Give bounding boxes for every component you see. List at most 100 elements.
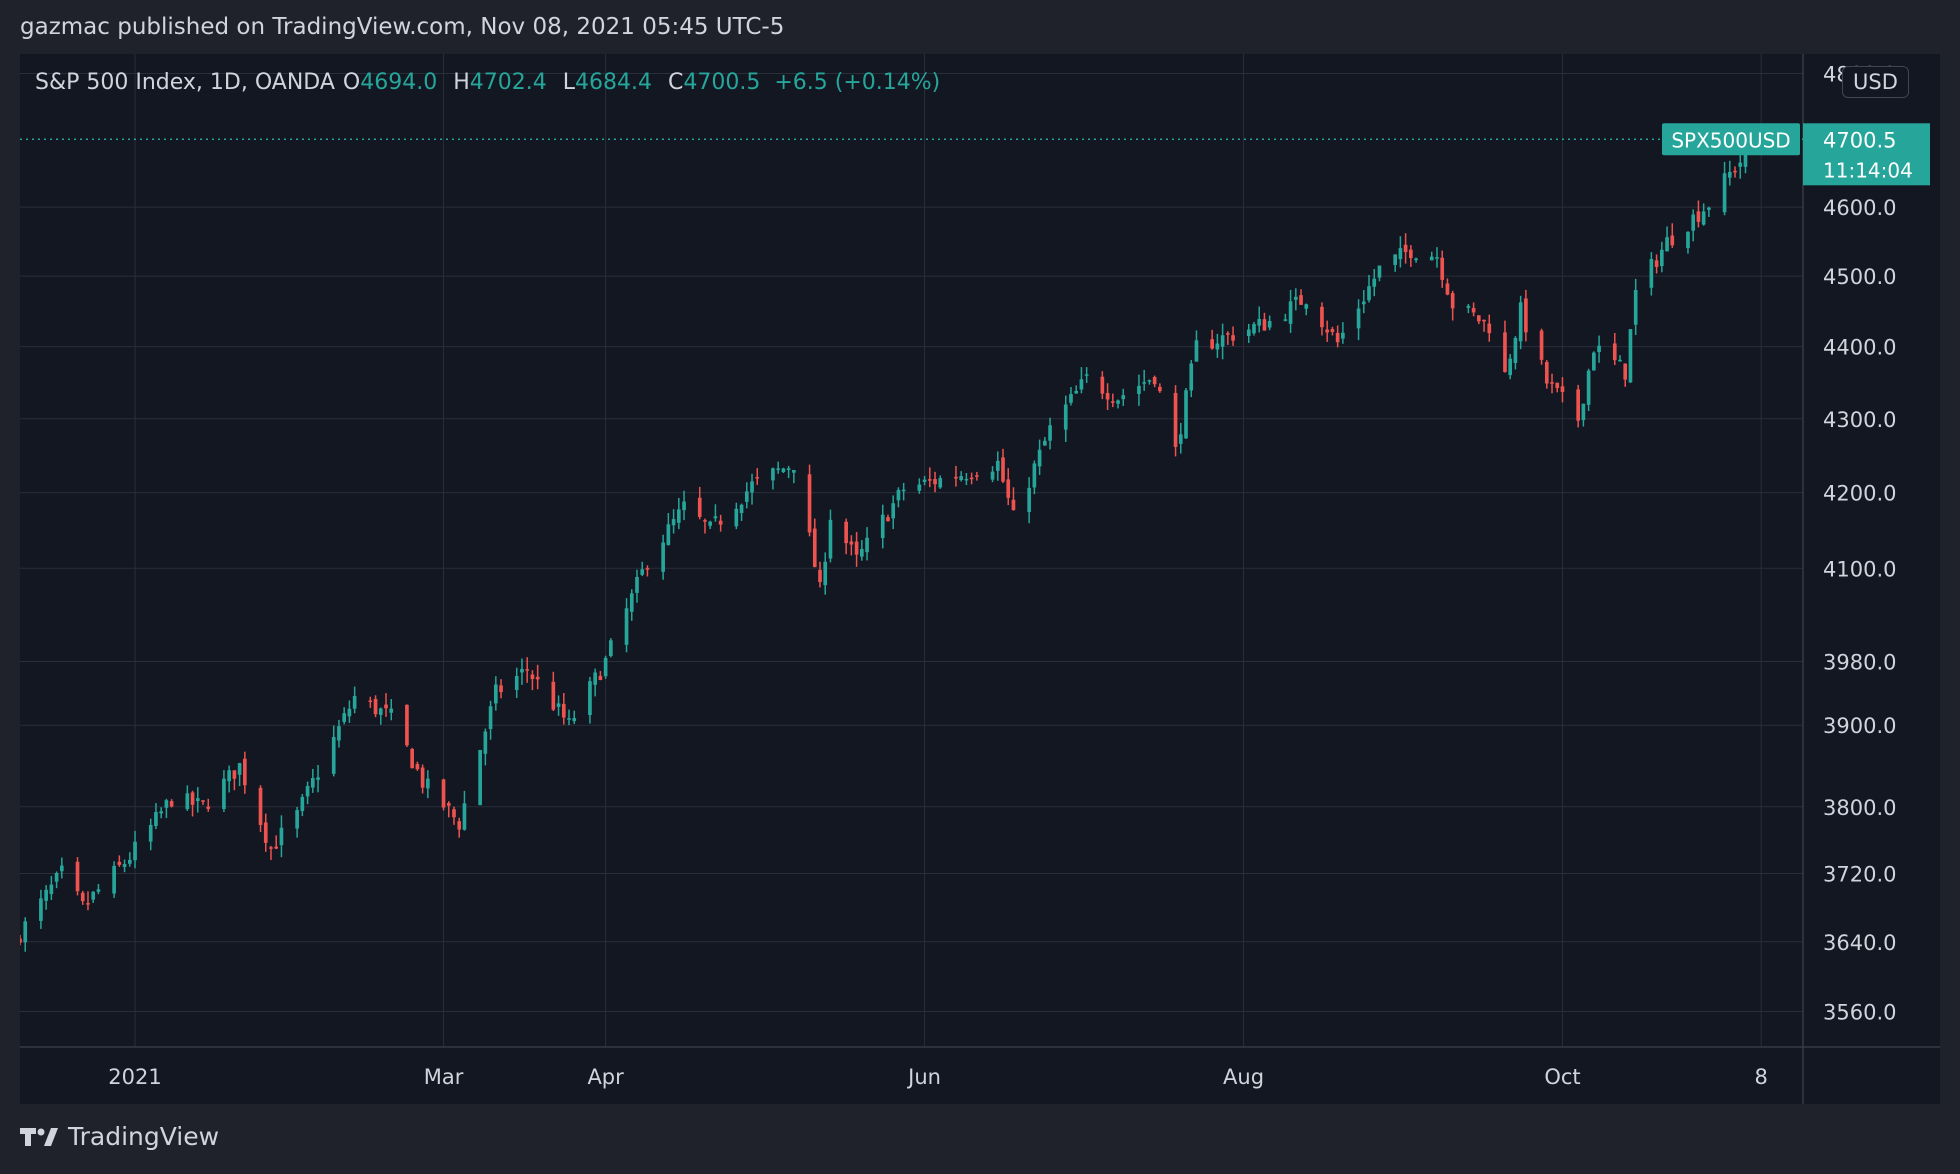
candle[interactable]: [697, 486, 702, 520]
candle[interactable]: [206, 798, 211, 812]
candle[interactable]: [603, 655, 608, 679]
candle[interactable]: [1440, 250, 1445, 288]
candle[interactable]: [520, 658, 524, 685]
candle[interactable]: [1367, 274, 1371, 303]
candle[interactable]: [1476, 315, 1481, 325]
candle[interactable]: [274, 835, 279, 850]
candle[interactable]: [23, 917, 28, 952]
candle[interactable]: [959, 471, 964, 482]
candle[interactable]: [316, 765, 320, 793]
candle[interactable]: [1142, 369, 1147, 391]
candle[interactable]: [792, 469, 796, 484]
candle[interactable]: [295, 806, 299, 838]
candle[interactable]: [80, 890, 85, 905]
candle[interactable]: [734, 502, 739, 530]
candle[interactable]: [159, 807, 164, 819]
candle[interactable]: [1037, 439, 1042, 476]
candle[interactable]: [1048, 417, 1052, 450]
candle[interactable]: [567, 709, 571, 726]
candle[interactable]: [452, 806, 456, 825]
candle[interactable]: [1173, 385, 1178, 457]
candle[interactable]: [201, 800, 205, 805]
candle[interactable]: [1445, 278, 1450, 296]
candle[interactable]: [305, 781, 310, 805]
candle[interactable]: [269, 845, 273, 860]
candle[interactable]: [1691, 209, 1696, 242]
candle[interactable]: [39, 889, 43, 929]
chart-pane[interactable]: 4800.04600.04500.04400.04300.04200.04100…: [20, 54, 1940, 1104]
candle[interactable]: [337, 719, 341, 748]
candle[interactable]: [703, 518, 707, 534]
candle[interactable]: [190, 790, 195, 817]
candle[interactable]: [624, 598, 629, 653]
candle[interactable]: [1586, 368, 1591, 412]
candle[interactable]: [91, 891, 96, 904]
candle[interactable]: [1654, 254, 1659, 274]
candle[interactable]: [828, 509, 833, 563]
candle[interactable]: [117, 855, 122, 867]
candle[interactable]: [169, 799, 174, 808]
candle[interactable]: [1707, 206, 1711, 217]
candle[interactable]: [818, 561, 822, 588]
candle[interactable]: [54, 871, 59, 889]
candle[interactable]: [1414, 257, 1418, 263]
candle[interactable]: [954, 465, 958, 487]
candle[interactable]: [812, 518, 817, 568]
candle[interactable]: [807, 464, 812, 537]
candle[interactable]: [771, 467, 775, 490]
candle[interactable]: [499, 679, 503, 699]
candle[interactable]: [1539, 328, 1544, 365]
candle[interactable]: [1696, 200, 1701, 228]
tradingview-logo[interactable]: TradingView: [20, 1122, 219, 1151]
candle[interactable]: [1429, 251, 1434, 261]
candle[interactable]: [535, 664, 540, 690]
candle[interactable]: [1508, 354, 1513, 380]
candle[interactable]: [420, 764, 425, 794]
candle[interactable]: [859, 540, 864, 561]
candle[interactable]: [1518, 295, 1523, 350]
candle[interactable]: [901, 482, 906, 501]
candle[interactable]: [1503, 320, 1507, 373]
candle[interactable]: [718, 514, 723, 532]
candle[interactable]: [556, 695, 561, 716]
candle[interactable]: [1659, 241, 1664, 273]
candle[interactable]: [483, 728, 488, 766]
candle[interactable]: [964, 472, 969, 486]
candle[interactable]: [1006, 468, 1011, 506]
candle[interactable]: [551, 671, 556, 712]
candle[interactable]: [854, 532, 859, 567]
candle[interactable]: [1361, 290, 1366, 314]
candle[interactable]: [880, 504, 885, 549]
candle[interactable]: [1304, 303, 1309, 316]
candle[interactable]: [1733, 166, 1737, 178]
candle[interactable]: [1001, 448, 1005, 484]
candle[interactable]: [1597, 335, 1601, 363]
candle[interactable]: [258, 785, 263, 833]
candle[interactable]: [1727, 160, 1732, 186]
candle[interactable]: [44, 885, 48, 910]
candle[interactable]: [969, 472, 974, 485]
candle[interactable]: [1560, 377, 1565, 403]
candle[interactable]: [1623, 363, 1628, 387]
candle[interactable]: [1215, 333, 1220, 358]
currency-button[interactable]: USD: [1842, 66, 1909, 98]
candle[interactable]: [1722, 161, 1727, 216]
candle[interactable]: [237, 762, 242, 787]
candle[interactable]: [310, 768, 315, 793]
candle[interactable]: [378, 707, 383, 725]
candle[interactable]: [1178, 422, 1183, 454]
candle[interactable]: [1513, 336, 1518, 370]
candle[interactable]: [990, 466, 995, 483]
candle[interactable]: [1152, 375, 1157, 388]
candle[interactable]: [1262, 312, 1267, 331]
candle[interactable]: [823, 552, 828, 595]
candle[interactable]: [865, 527, 869, 561]
candle[interactable]: [164, 798, 169, 819]
candle[interactable]: [1612, 332, 1617, 366]
candle[interactable]: [844, 518, 848, 555]
candle[interactable]: [185, 785, 190, 811]
candle[interactable]: [1618, 355, 1622, 362]
candle[interactable]: [49, 876, 54, 900]
candle[interactable]: [1110, 393, 1115, 408]
candle[interactable]: [1032, 460, 1037, 495]
